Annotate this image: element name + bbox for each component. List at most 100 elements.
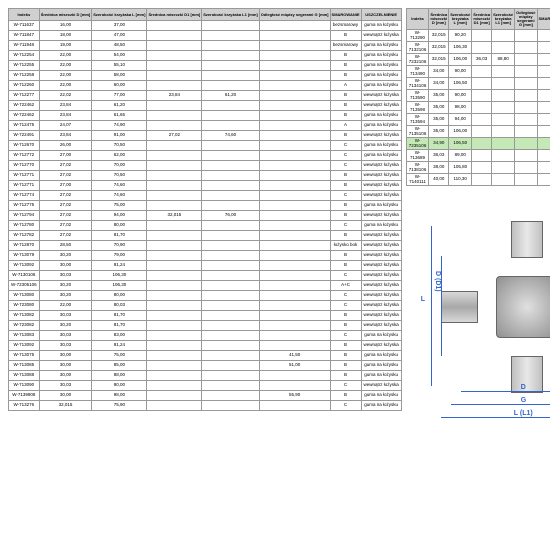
cell: 32,015 <box>429 30 449 42</box>
cell: 30,03 <box>39 271 92 281</box>
cell: W-712775 <box>9 201 40 211</box>
cell: B <box>330 261 361 271</box>
cell: 35,00 <box>429 102 449 114</box>
col-header: Indeks <box>406 9 429 30</box>
cell: W-7135106 <box>406 126 429 138</box>
cell: W-712475 <box>9 121 40 131</box>
cell <box>202 281 259 291</box>
cell: 27,02 <box>39 221 92 231</box>
cell: 30,03 <box>39 311 92 321</box>
cell: 18,00 <box>39 31 92 41</box>
col-header: Szerokość krzyżaka L [mm] <box>92 9 147 21</box>
cell: B <box>330 71 361 81</box>
cell <box>259 181 330 191</box>
cell: A+C <box>330 281 361 291</box>
cell: 48,50 <box>92 41 147 51</box>
cell: B <box>537 162 550 174</box>
cell <box>472 90 492 102</box>
cell: łożysko bok <box>330 241 361 251</box>
cell <box>259 261 330 271</box>
cell: 38,00 <box>429 162 449 174</box>
col-header: SMAROWANIE <box>330 9 361 21</box>
cell <box>147 51 202 61</box>
cell: 55,90 <box>259 391 330 401</box>
cell: W-712260 <box>9 81 40 91</box>
cell: bezsmarowy <box>330 21 361 31</box>
col-header: Odległość między segerami G [mm] <box>515 9 537 30</box>
cell <box>147 121 202 131</box>
cell: 27,02 <box>147 131 202 141</box>
cell: 30,20 <box>39 251 92 261</box>
cell: W-713090 <box>9 381 40 391</box>
cell: W-722462 <box>9 101 40 111</box>
spec-table-left: IndeksŚrednica miseczki D [mm]Szerokość … <box>8 8 402 411</box>
cell: C <box>330 291 361 301</box>
cell: W-713490 <box>406 66 429 78</box>
cell: 106,30 <box>92 281 147 291</box>
cell: W-713594 <box>406 114 429 126</box>
cell: 30,20 <box>39 291 92 301</box>
cell: W-7140111 <box>406 174 429 186</box>
cell <box>202 181 259 191</box>
cell: guma na łożysku <box>361 351 401 361</box>
cell: B <box>537 102 550 114</box>
cell: 22,00 <box>39 71 92 81</box>
cell <box>202 201 259 211</box>
cell: 35,00 <box>429 114 449 126</box>
cell: 70,50 <box>92 171 147 181</box>
cell <box>202 371 259 381</box>
cell: W-722462 <box>9 111 40 121</box>
cell: wewnątrz łożyska <box>361 341 401 351</box>
cell <box>472 78 492 90</box>
col-header: Indeks <box>9 9 40 21</box>
cell: guma na łożysku <box>361 401 401 411</box>
cell <box>492 30 515 42</box>
cell: 94,00 <box>92 211 147 221</box>
col-header: Szerokość krzyżaka L [mm] <box>449 9 472 30</box>
cell: W-712254 <box>9 51 40 61</box>
cell: W-711637 <box>9 21 40 31</box>
cell <box>515 66 537 78</box>
cell: wewnątrz łożyska <box>361 31 401 41</box>
cell: W-713082 <box>9 311 40 321</box>
cell: B <box>330 31 361 41</box>
cell: 88,80 <box>492 54 515 66</box>
cell: 32,015 <box>39 401 92 411</box>
cell: 88,00 <box>92 371 147 381</box>
cell <box>259 291 330 301</box>
cell <box>147 151 202 161</box>
cell <box>202 301 259 311</box>
cell <box>259 381 330 391</box>
cell: guma na łożysku <box>361 221 401 231</box>
cell: 36,03 <box>472 54 492 66</box>
cell <box>259 251 330 261</box>
cell: B <box>330 211 361 221</box>
cell: W-713092 <box>9 341 40 351</box>
cell <box>147 301 202 311</box>
cell: 74,60 <box>92 191 147 201</box>
col-header: Szerokość krzyżaka L1 [mm] <box>492 9 515 30</box>
cell <box>472 102 492 114</box>
cell <box>202 251 259 261</box>
dim-l: L <box>421 296 425 303</box>
cell: W-712258 <box>9 71 40 81</box>
cell <box>472 30 492 42</box>
cell <box>147 341 202 351</box>
cell: W-712782 <box>9 231 40 241</box>
cell: B <box>330 91 361 101</box>
cell: 74,60 <box>202 131 259 141</box>
cell: B <box>330 351 361 361</box>
cell: wewnątrz łożyska <box>361 211 401 221</box>
cell: B <box>330 391 361 401</box>
dim-l1: L (L1) <box>514 410 533 417</box>
cell <box>259 221 330 231</box>
cell <box>147 371 202 381</box>
cell <box>202 381 259 391</box>
cell: 106,00 <box>449 126 472 138</box>
cell <box>202 61 259 71</box>
cell: guma na łożysku <box>361 331 401 341</box>
cell: 30,00 <box>39 361 92 371</box>
cell: 110,30 <box>449 174 472 186</box>
cell: guma na łożysku <box>361 41 401 51</box>
cell <box>147 381 202 391</box>
